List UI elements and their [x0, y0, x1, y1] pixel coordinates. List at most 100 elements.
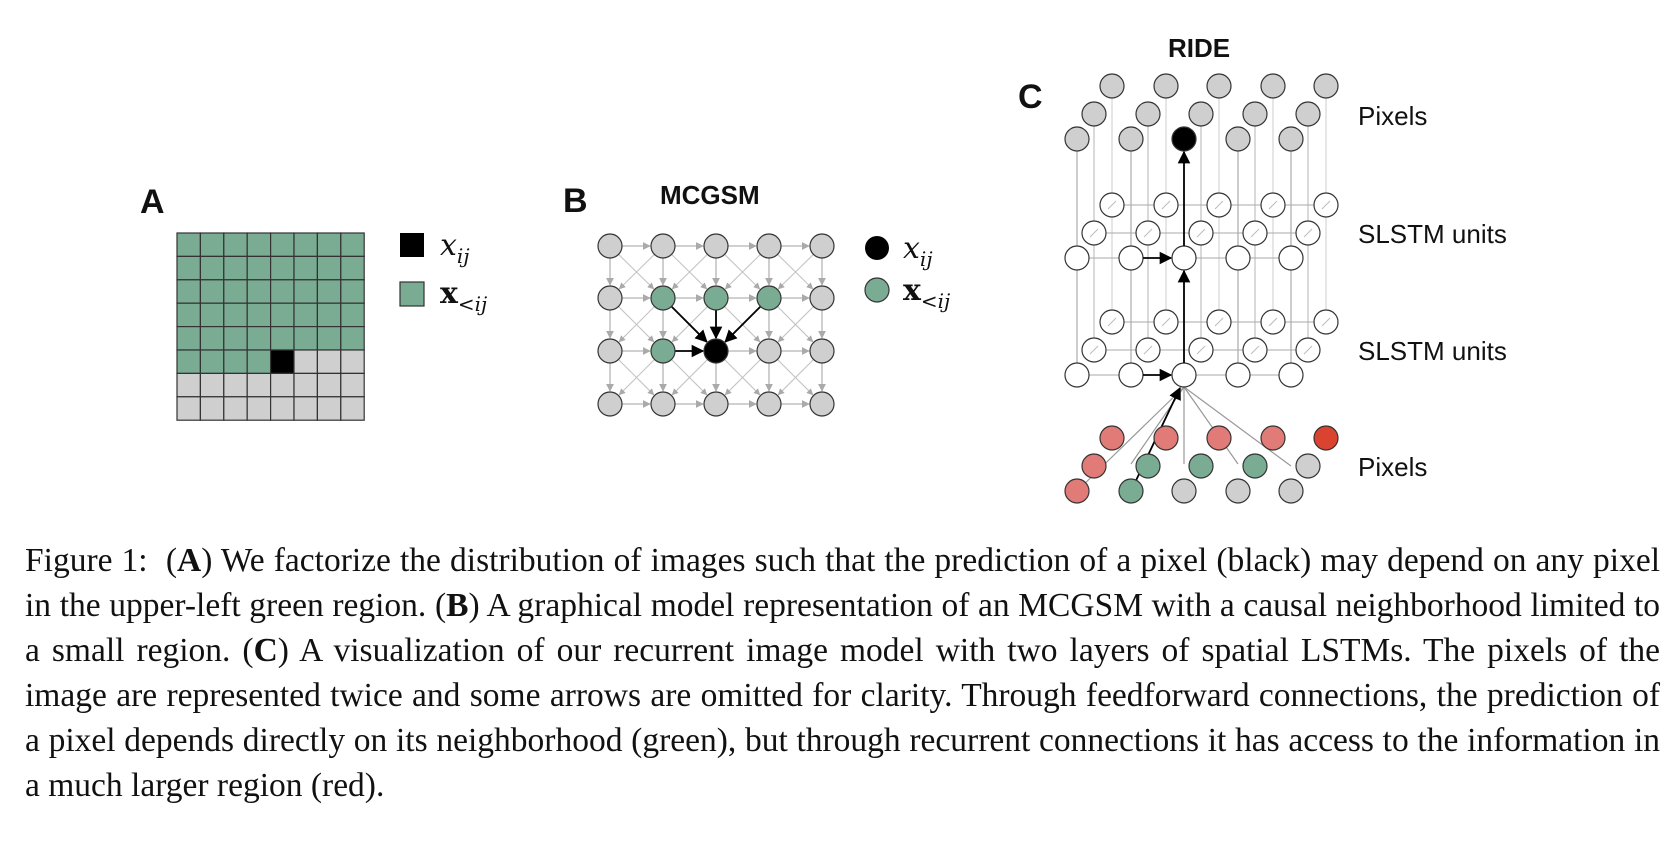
pixel-node: [1135, 101, 1161, 127]
unit-glyph: [1143, 228, 1153, 238]
grid-cell-context: [270, 255, 295, 281]
unit-glyph: [1303, 345, 1313, 355]
unit-glyph: [1161, 200, 1171, 210]
grid-cell-unseen: [223, 372, 248, 398]
grid-cell-context: [223, 232, 248, 257]
pixel-node: [1278, 478, 1304, 504]
pixel-node: [1099, 73, 1125, 99]
node-unseen: [809, 233, 835, 259]
grid-cell-unseen: [270, 372, 295, 398]
predicted-pixel-node: [1171, 126, 1197, 152]
unit-glyph: [1214, 200, 1224, 210]
unit-glyph: [1196, 345, 1206, 355]
grid-cell-unseen: [176, 372, 201, 398]
grid-cell-unseen: [316, 372, 342, 398]
node-unseen: [650, 391, 676, 417]
grid-cell-context: [270, 326, 295, 351]
legend-b-current-pixel-dot: [865, 236, 889, 260]
ride-graph: [1064, 73, 1339, 504]
mcgsm-graph: [597, 233, 835, 417]
node-context: [650, 285, 676, 311]
edge-dependency: [724, 305, 762, 343]
node-unseen: [597, 233, 623, 259]
slstm-unit: [1225, 362, 1251, 388]
grid-cell-unseen: [199, 372, 225, 398]
node-context: [650, 338, 676, 364]
edge-dependency: [670, 305, 708, 343]
grid-cell-context: [199, 302, 225, 328]
caption-text-b: A graphical model representation of an M…: [25, 587, 1661, 669]
pixel-node: [1153, 73, 1179, 99]
edge-diagonal: [777, 306, 814, 343]
grid-cell-context: [340, 326, 365, 351]
grid-cell-context: [176, 302, 201, 328]
grid-cell-context: [199, 255, 225, 281]
legend-current-pixel-label: xij: [440, 228, 470, 268]
grid-cell-context: [176, 255, 201, 281]
node-context: [756, 285, 782, 311]
pixel-node: [1081, 101, 1107, 127]
edge-diagonal: [618, 359, 655, 396]
grid-cell-unseen: [340, 349, 365, 374]
pixel-node: [1278, 126, 1304, 152]
caption-marker-a: A: [176, 542, 202, 579]
grid-cell-context: [270, 279, 295, 304]
feedforward-edge: [1183, 386, 1292, 467]
grid-cell-unseen: [246, 372, 272, 398]
pixel-node: [1260, 73, 1286, 99]
pixel-node-feedforward-context: [1135, 453, 1161, 479]
grid-cell-context: [246, 349, 272, 374]
panel-c: C RIDE Pixels SLSTM units SLSTM units Pi…: [1018, 33, 1507, 504]
grid-cell-unseen: [270, 396, 295, 421]
unit-glyph: [1268, 200, 1278, 210]
pixel-node: [1188, 101, 1214, 127]
node-unseen: [597, 285, 623, 311]
pixel-node: [1206, 73, 1232, 99]
node-unseen: [756, 338, 782, 364]
legend-context-label: x<ij: [440, 276, 487, 316]
unit-glyph: [1143, 345, 1153, 355]
layer-label-pixels-bottom: Pixels: [1358, 452, 1427, 482]
grid-cell-context: [270, 302, 295, 328]
pixel-node-recurrent-context: [1153, 425, 1179, 451]
node-unseen: [597, 338, 623, 364]
pixel-node-feedforward-context: [1188, 453, 1214, 479]
grid-cell-unseen: [340, 372, 365, 398]
slstm-unit: [1064, 245, 1090, 271]
grid-cell-context: [223, 279, 248, 304]
node-unseen: [809, 285, 835, 311]
slstm-unit: [1278, 362, 1304, 388]
caption-marker-b: B: [446, 587, 469, 624]
feedforward-edge: [1183, 386, 1239, 465]
grid-cell-unseen: [223, 396, 248, 421]
grid-cell-unseen: [293, 349, 318, 374]
panel-a-label: A: [140, 183, 165, 221]
pixel-node-feedforward-context: [1242, 453, 1268, 479]
caption-figure-label: Figure 1:: [25, 542, 148, 579]
pixel-node-recurrent-context: [1081, 453, 1107, 479]
panel-c-label: C: [1018, 78, 1043, 116]
grid-cell-unseen: [316, 349, 342, 374]
caption-text-c: A visualization of our recurrent image m…: [25, 632, 1661, 804]
layer-label-slstm-lower: SLSTM units: [1358, 336, 1507, 366]
unit-glyph: [1107, 317, 1117, 327]
unit-glyph: [1268, 317, 1278, 327]
pixel-node-recurrent-context: [1099, 425, 1125, 451]
edge-diagonal: [724, 254, 761, 290]
node-unseen: [756, 391, 782, 417]
grid-cell-context: [316, 326, 342, 351]
pixel-node: [1118, 126, 1144, 152]
grid-cell-context: [246, 302, 272, 328]
legend-b-current-pixel-label: xij: [903, 231, 933, 271]
grid-cell-context: [223, 349, 248, 374]
panel-b-label: B: [563, 182, 588, 220]
edge-diagonal: [671, 254, 708, 290]
grid-cell-unseen: [293, 372, 318, 398]
grid-cell-context: [246, 279, 272, 304]
pixel-node-recurrent-context: [1206, 425, 1232, 451]
layer-label-slstm-upper: SLSTM units: [1358, 219, 1507, 249]
unit-glyph: [1161, 317, 1171, 327]
causal-grid: [176, 232, 365, 421]
unit-glyph: [1089, 345, 1099, 355]
node-unseen: [809, 391, 835, 417]
